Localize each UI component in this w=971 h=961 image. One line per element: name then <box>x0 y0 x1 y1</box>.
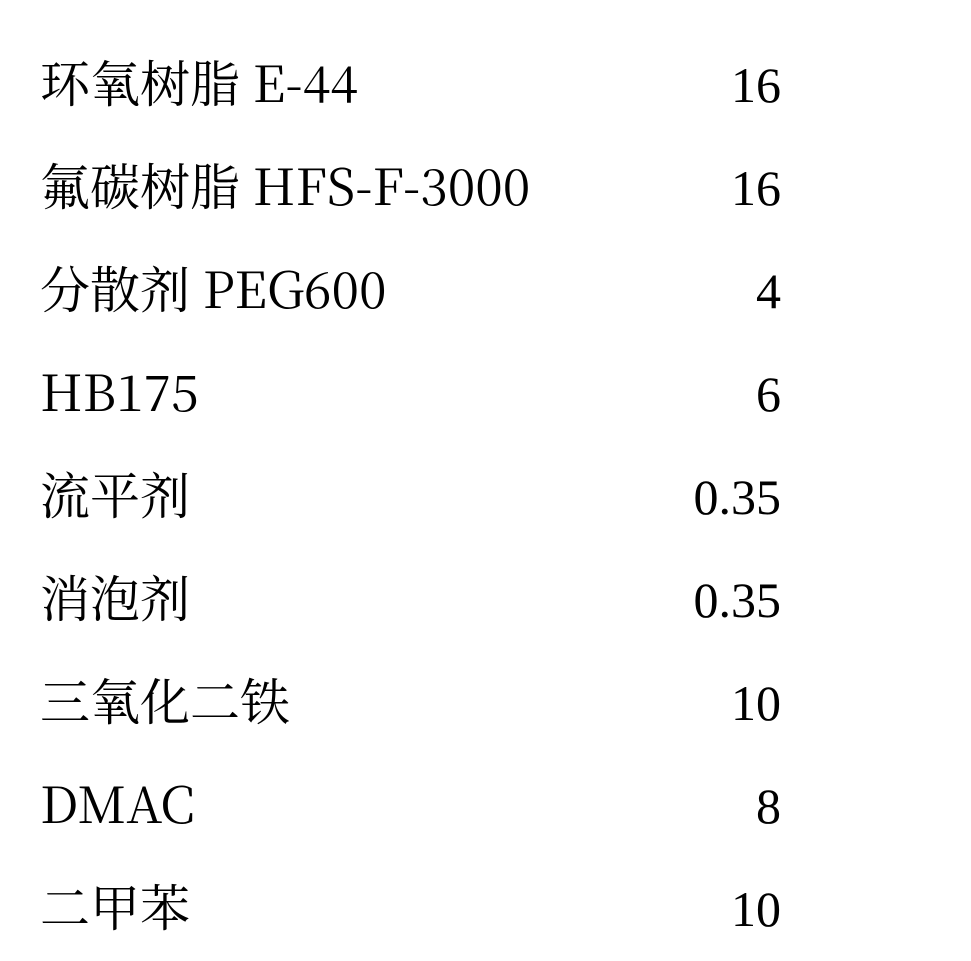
ingredient-label: 二甲苯 <box>40 854 190 957</box>
ingredient-value: 0.35 <box>190 549 931 652</box>
ingredient-label: 流平剂 <box>40 442 190 545</box>
table-row: HB175 6 <box>40 339 931 442</box>
table-row: DMAC 8 <box>40 751 931 854</box>
ingredient-label: 分散剂 PEG600 <box>40 236 387 339</box>
ingredient-value: 10 <box>290 652 931 755</box>
ingredient-value: 0.35 <box>190 446 931 549</box>
table-row: 流平剂 0.35 <box>40 442 931 545</box>
ingredient-value: 16 <box>530 137 931 240</box>
table-row: 分散剂 PEG600 4 <box>40 236 931 339</box>
ingredient-label: 环氧树脂 E-44 <box>40 30 358 133</box>
ingredient-value: 16 <box>358 34 931 137</box>
ingredient-value: 6 <box>199 343 931 446</box>
ingredient-value: 10 <box>190 858 931 961</box>
table-row: 二甲苯 10 <box>40 854 931 957</box>
composition-table: 环氧树脂 E-44 16 氟碳树脂 HFS-F-3000 16 分散剂 PEG6… <box>0 0 971 958</box>
table-row: 消泡剂 0.35 <box>40 545 931 648</box>
table-row: 氟碳树脂 HFS-F-3000 16 <box>40 133 931 236</box>
table-row: 三氧化二铁 10 <box>40 648 931 751</box>
ingredient-label: DMAC <box>40 751 195 854</box>
ingredient-label: 氟碳树脂 HFS-F-3000 <box>40 133 530 236</box>
ingredient-label: 三氧化二铁 <box>40 648 290 751</box>
ingredient-label: 消泡剂 <box>40 545 190 648</box>
ingredient-label: HB175 <box>40 339 199 442</box>
ingredient-value: 4 <box>387 240 932 343</box>
ingredient-value: 8 <box>195 755 931 858</box>
table-row: 环氧树脂 E-44 16 <box>40 30 931 133</box>
